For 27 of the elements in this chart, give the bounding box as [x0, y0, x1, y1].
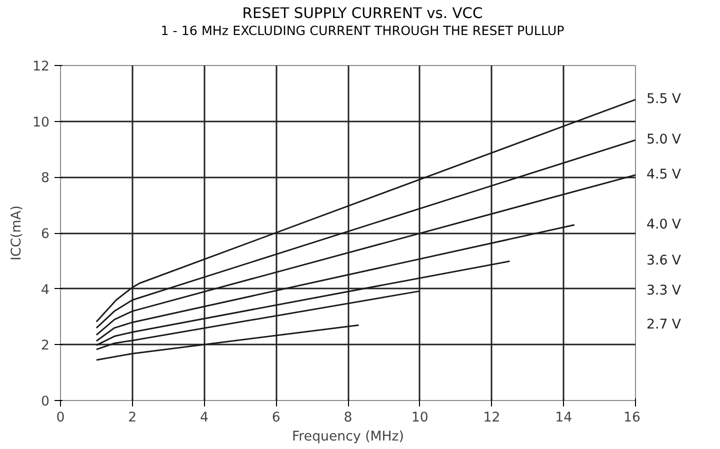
x-axis-title: Frequency (MHz): [292, 430, 404, 444]
series-label: 5.0 V: [646, 132, 682, 148]
text: 3.6 V: [646, 254, 682, 269]
x-tick-label: 2: [128, 410, 137, 426]
y-axis-title: ICC(mA): [10, 205, 25, 261]
x-tick-label: 10: [411, 410, 428, 426]
chart-subtitle: 1 - 16 MHz EXCLUDING CURRENT THROUGH THE RESET PULLUP: [160, 23, 566, 40]
y-tick-label: 2: [41, 338, 50, 354]
text: 4.0 V: [646, 217, 682, 232]
text: 3.3 V: [646, 284, 682, 299]
x-tick-label: 8: [344, 410, 352, 426]
x-tick-label: 12: [483, 410, 500, 426]
y-tick-label: 10: [32, 115, 50, 130]
x-tick-label: 14: [555, 410, 572, 426]
x-tick-label: 6: [272, 410, 280, 426]
y-tick-label: 12: [32, 60, 50, 74]
series-label: 5.5 V: [646, 92, 682, 108]
x-tick-label: 16: [624, 410, 641, 426]
x-tick-label: 0: [56, 410, 65, 426]
chart-title: RESET SUPPLY CURRENT vs. VCC: [241, 5, 484, 24]
y-tick-label: 8: [41, 171, 50, 186]
y-tick-label: 4: [41, 282, 50, 298]
y-tick-label: 0: [41, 394, 50, 410]
x-tick-label: 4: [200, 410, 208, 426]
y-tick-label: 6: [41, 227, 50, 242]
series-label: 4.5 V: [646, 167, 682, 182]
text: 2.7 V: [646, 318, 682, 333]
